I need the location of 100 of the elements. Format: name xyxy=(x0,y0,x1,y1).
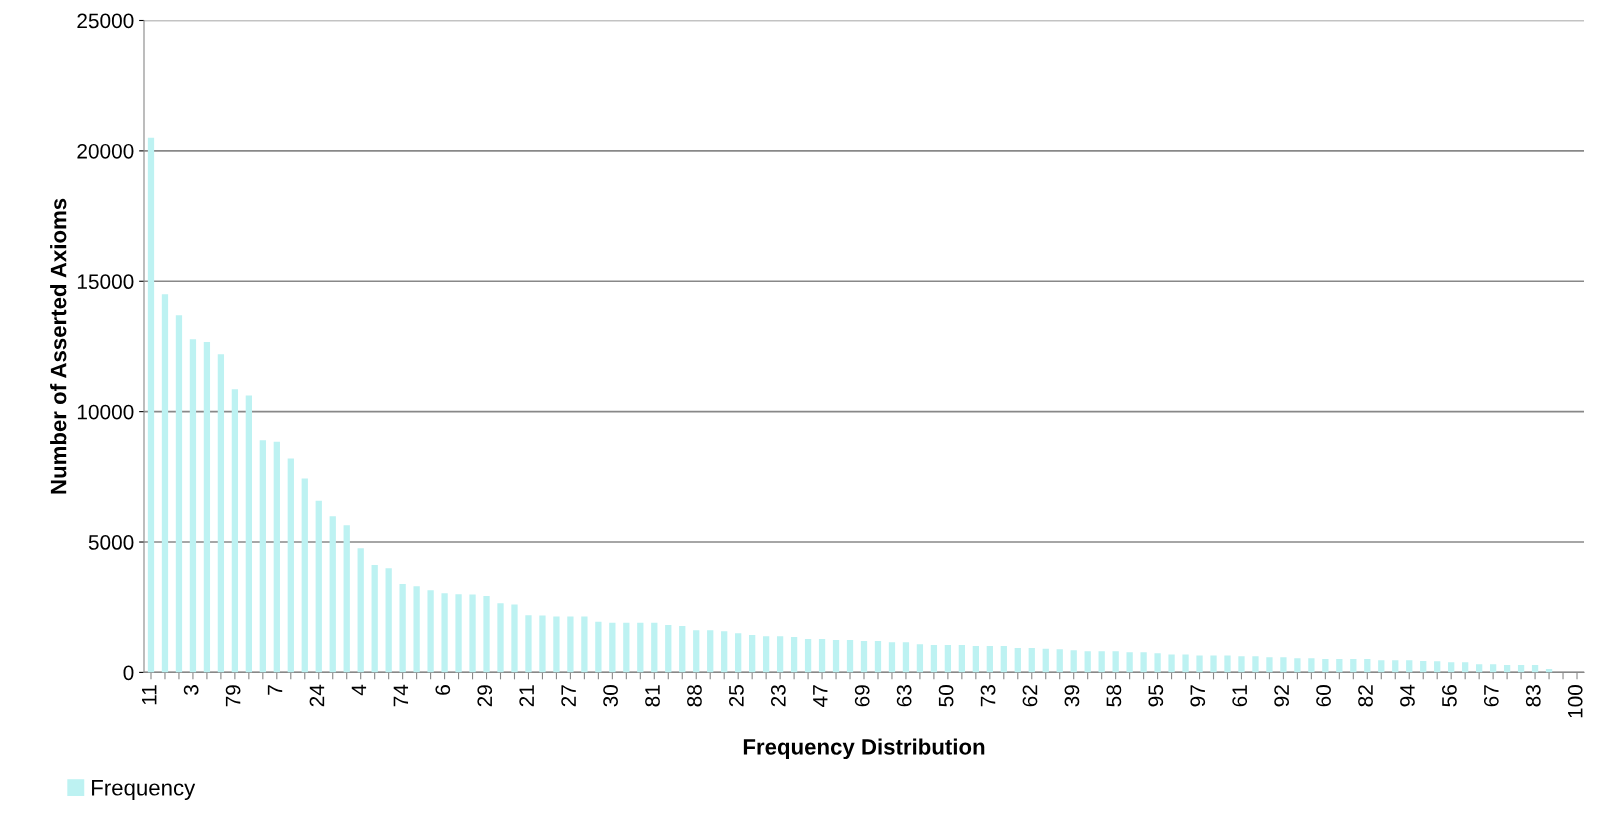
bar xyxy=(245,395,252,673)
y-tick-label: 15000 xyxy=(77,274,134,290)
x-tick-label: 56 xyxy=(1442,685,1457,707)
bar xyxy=(455,594,462,673)
bar xyxy=(860,641,868,673)
x-tick-label: 73 xyxy=(980,685,996,707)
bar xyxy=(888,642,896,673)
bar xyxy=(203,342,211,673)
bar xyxy=(1238,656,1245,673)
bar xyxy=(1056,649,1063,673)
bar xyxy=(497,603,504,673)
bar xyxy=(427,590,434,673)
bar xyxy=(371,564,378,673)
bar xyxy=(1294,658,1301,673)
x-tick-label: 58 xyxy=(1106,685,1122,707)
bar xyxy=(413,586,420,673)
bar xyxy=(1489,664,1497,673)
x-tick-label: 29 xyxy=(477,685,493,707)
x-tick-label: 74 xyxy=(393,684,409,707)
x-tick-label: 7 xyxy=(267,685,283,695)
x-axis-title: Frequency Distribution xyxy=(743,738,985,760)
bar xyxy=(385,568,392,673)
x-tick-label: 67 xyxy=(1483,685,1499,707)
bar xyxy=(595,621,602,673)
x-tick-label: 60 xyxy=(1316,685,1331,707)
bar xyxy=(651,622,658,673)
bar xyxy=(1182,654,1189,673)
bar xyxy=(1210,655,1217,673)
bar xyxy=(958,645,966,673)
bar xyxy=(511,604,518,673)
x-tick-label: 97 xyxy=(1190,685,1206,707)
x-tick-label: 83 xyxy=(1525,685,1541,707)
bar xyxy=(1378,660,1385,673)
x-tick-label: 92 xyxy=(1274,685,1290,707)
bar xyxy=(930,645,938,673)
bar xyxy=(846,640,854,673)
bar xyxy=(679,625,686,673)
x-tick-label: 24 xyxy=(309,684,325,707)
bar xyxy=(1112,651,1119,673)
y-tick-label: 20000 xyxy=(77,143,134,159)
bar xyxy=(1531,665,1539,673)
x-tick-label: 69 xyxy=(854,685,870,707)
bar xyxy=(1140,652,1147,673)
bar xyxy=(1517,665,1525,673)
x-tick-label: 82 xyxy=(1358,685,1373,707)
bar xyxy=(1462,662,1469,673)
x-tick-label: 27 xyxy=(561,685,576,707)
bar xyxy=(1336,659,1343,673)
bar xyxy=(902,642,910,673)
x-tick-label: 6 xyxy=(435,685,451,695)
bar xyxy=(1392,660,1399,673)
x-tick-label: 21 xyxy=(519,685,534,707)
bar xyxy=(217,354,225,673)
bar xyxy=(1000,646,1007,673)
bar xyxy=(259,440,266,673)
bar xyxy=(1084,651,1091,673)
bar xyxy=(399,584,406,673)
x-tick-label: 81 xyxy=(645,685,660,707)
bar xyxy=(874,641,882,673)
bar xyxy=(161,294,169,673)
x-tick-label: 4 xyxy=(351,684,367,696)
x-tick-label: 88 xyxy=(687,685,702,707)
bar xyxy=(790,636,798,673)
bar xyxy=(665,624,672,673)
bar xyxy=(762,636,770,673)
bar xyxy=(441,593,448,673)
bar xyxy=(287,458,294,673)
x-tick-label: 79 xyxy=(225,685,241,707)
bar xyxy=(693,630,700,673)
bar xyxy=(1252,656,1259,673)
bar xyxy=(1364,659,1371,673)
bar xyxy=(972,646,979,673)
bar xyxy=(623,622,630,673)
bar xyxy=(1168,654,1175,673)
bar xyxy=(916,644,924,673)
bar xyxy=(707,630,714,673)
bar xyxy=(1126,652,1133,673)
bar xyxy=(231,389,239,673)
bar xyxy=(1322,659,1329,673)
bar xyxy=(567,616,574,673)
bar xyxy=(469,594,476,673)
x-tick-label: 3 xyxy=(183,685,199,695)
x-tick-label: 39 xyxy=(1064,685,1080,707)
x-tick-label: 95 xyxy=(1148,685,1164,707)
bar xyxy=(804,639,812,673)
x-tick-label: 100 xyxy=(1567,685,1583,718)
bar xyxy=(818,639,826,673)
bar xyxy=(944,645,952,673)
bar xyxy=(1224,655,1231,673)
bar xyxy=(1308,658,1315,673)
bar xyxy=(1448,662,1455,673)
bar xyxy=(273,441,280,673)
x-tick-label: 50 xyxy=(938,685,954,707)
bar xyxy=(1154,653,1161,673)
x-tick-label: 62 xyxy=(1022,685,1038,707)
x-tick-label: 61 xyxy=(1232,685,1248,707)
bar xyxy=(189,339,197,673)
bar xyxy=(1280,657,1287,673)
bar xyxy=(609,622,616,673)
bar xyxy=(581,616,588,673)
